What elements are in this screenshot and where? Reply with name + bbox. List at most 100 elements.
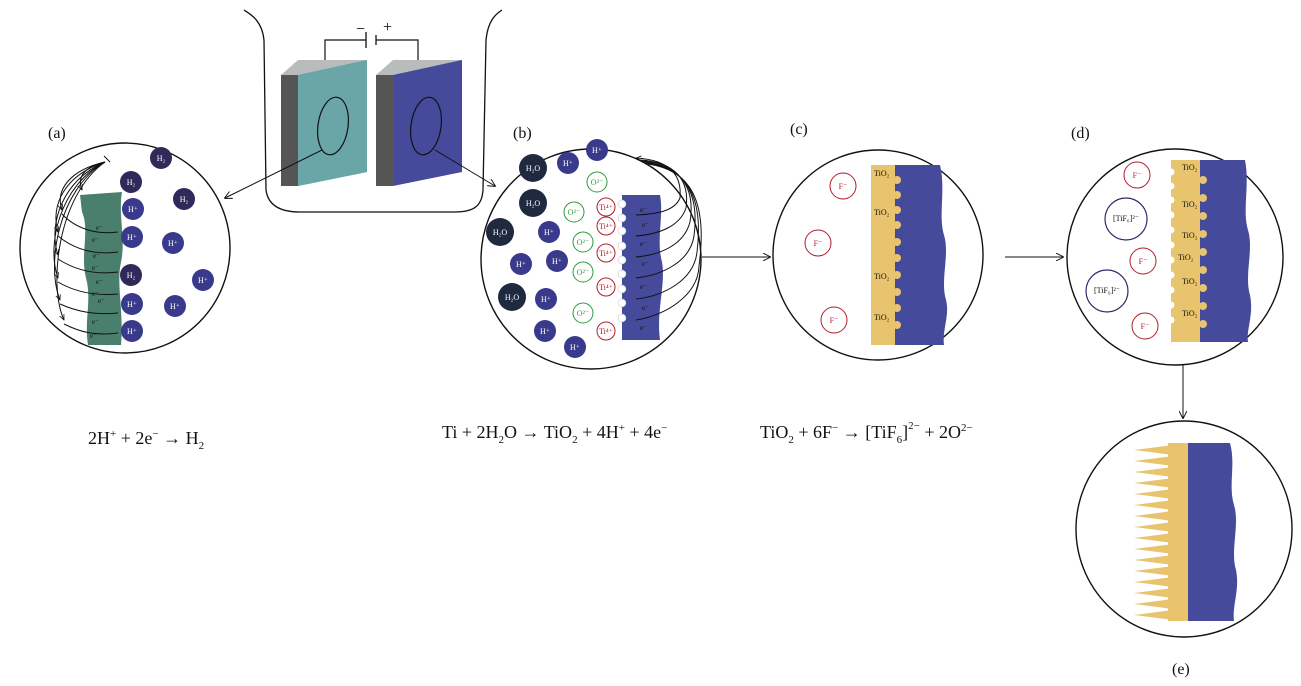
water-molecule: H₂O: [526, 164, 541, 173]
electron-label: e⁻: [92, 290, 99, 298]
tio2-label: TiO₂: [1182, 231, 1198, 240]
panel-c-label: (c): [790, 121, 808, 138]
h-plus-ion: H⁺: [592, 146, 602, 155]
panel-d: (d) TiO₂ TiO₂ TiO₂ TiO₂ TiO₂ TiO₂ F⁻ [Ti…: [1066, 125, 1284, 366]
nanotube: [1134, 577, 1169, 587]
anode-surface-c: [895, 165, 948, 345]
h-plus-ion: H⁺: [570, 343, 580, 352]
electron-label: e⁻: [640, 240, 647, 248]
panel-a-label: (a): [48, 125, 66, 142]
oxide-layer-d: [1171, 160, 1203, 342]
nanotube: [1134, 588, 1169, 598]
nanotube: [1134, 610, 1169, 620]
surface-bumps-b: [617, 199, 627, 323]
tio2-label: TiO₂: [874, 272, 890, 281]
tio2-label: TiO₂: [874, 169, 890, 178]
cathode-slab-face: [298, 60, 367, 186]
fluoride-ion: F⁻: [1141, 322, 1150, 331]
plus-sign: +: [383, 19, 392, 36]
electron-label: e⁻: [642, 260, 649, 268]
fluoride-ion: F⁻: [830, 316, 839, 325]
beaker-outline: [243, 9, 503, 213]
water-molecule: H₂O: [505, 293, 520, 302]
nanotube: [1134, 566, 1169, 576]
nanotube: [1134, 533, 1169, 543]
electron-flow-lines-b: [636, 158, 702, 321]
anode-surface-e: [1188, 443, 1238, 621]
electron-label: e⁻: [92, 318, 99, 326]
panel-d-label: (d): [1071, 125, 1090, 142]
electron-label: e⁻: [642, 221, 649, 229]
anode-zoom-circle: [410, 96, 442, 156]
oxide-layer-c: [871, 165, 897, 345]
electron-label: e⁻: [640, 324, 647, 332]
h2-molecule: H₂: [127, 178, 136, 187]
fluoride-ion: F⁻: [1133, 171, 1142, 180]
electron-flow-lines: [53, 155, 119, 335]
electron-label: e⁻: [92, 236, 99, 244]
surface-bumps-c: [893, 176, 901, 329]
h2-molecule: H₂: [180, 195, 189, 204]
h-plus-ion: H⁺: [540, 327, 550, 336]
tio2-label: TiO₂: [1182, 163, 1198, 172]
cathode-zoom-circle: [317, 96, 349, 156]
anode-slab-side: [376, 75, 393, 186]
anode-surface-d: [1200, 160, 1252, 342]
electron-label: e⁻: [642, 304, 649, 312]
tio2-label: TiO₂: [1182, 277, 1198, 286]
nanotube: [1134, 522, 1169, 532]
panel-b-label: (b): [513, 125, 532, 142]
nanotube: [1134, 544, 1169, 554]
nanotube-array: [1134, 445, 1169, 620]
h2-molecule: H₂: [127, 271, 136, 280]
hexafluorotitanate-ion: [TiF₆]²⁻: [1094, 286, 1120, 295]
electron-label: e⁻: [96, 224, 103, 232]
h-plus-ion: H⁺: [168, 239, 178, 248]
tio2-label: TiO₂: [874, 313, 890, 322]
circuit-wire: [324, 39, 419, 63]
anode-surface-b: [622, 195, 663, 340]
fluoride-ion: F⁻: [839, 182, 848, 191]
nanotube-base: [1168, 443, 1188, 621]
h-plus-ion: H⁺: [127, 300, 137, 309]
nanotube: [1134, 467, 1169, 477]
h-plus-ion: H⁺: [198, 276, 208, 285]
panel-a: (a) e⁻ e⁻ e⁻ e⁻ e⁻ e⁻ e⁻: [19, 125, 231, 452]
tio2-label: TiO₂: [874, 208, 890, 217]
electron-label: e⁻: [90, 332, 97, 340]
ions-a: H₂ H₂ H₂ H⁺ H⁺ H⁺ H₂ H⁺ H⁺ H⁺ H⁺: [120, 147, 214, 342]
electron-label: e⁻: [640, 283, 647, 291]
fluoride-ion: F⁻: [814, 239, 823, 248]
h-plus-ion: H⁺: [127, 233, 137, 242]
surface-bumps-d: [1199, 176, 1207, 328]
nanotube: [1134, 500, 1169, 510]
electron-label: e⁻: [640, 206, 647, 214]
electron-labels-a: e⁻ e⁻ e⁻ e⁻ e⁻ e⁻ e⁻ e⁻ e⁻: [90, 224, 105, 340]
panel-b: (b) e⁻ e⁻ e⁻ e⁻ e⁻ e⁻: [442, 125, 702, 446]
titanium-ion: Ti⁴⁺: [599, 249, 613, 258]
h2-molecule: H₂: [157, 154, 166, 163]
electrochemical-cell: − +: [225, 9, 503, 213]
h-plus-ion: H⁺: [552, 257, 562, 266]
nanotube: [1134, 478, 1169, 488]
electron-label: e⁻: [98, 297, 105, 305]
oxide-ion: O²⁻: [591, 178, 603, 187]
minus-sign: −: [356, 21, 365, 38]
equation-b: Ti + 2H2O → TiO2 + 4H+ + 4e−: [442, 422, 667, 446]
surface-pits-d: [1167, 168, 1175, 324]
h-plus-ion: H⁺: [563, 159, 573, 168]
oxide-ion: O²⁻: [577, 268, 589, 277]
equation-c: TiO2 + 6F− → [TiF6]2− + 2O2−: [760, 420, 973, 446]
water-molecule: H₂O: [493, 228, 508, 237]
nanotube: [1134, 456, 1169, 466]
panel-e-label: (e): [1172, 661, 1190, 678]
panel-e: (e): [1075, 420, 1293, 678]
nanotube: [1134, 489, 1169, 499]
tio2-label: TiO₂: [1178, 253, 1194, 262]
nanotube: [1134, 511, 1169, 521]
electron-label: e⁻: [92, 264, 99, 272]
electron-label: e⁻: [96, 278, 103, 286]
water-molecule: H₂O: [526, 199, 541, 208]
fluoride-ion: F⁻: [1139, 257, 1148, 266]
